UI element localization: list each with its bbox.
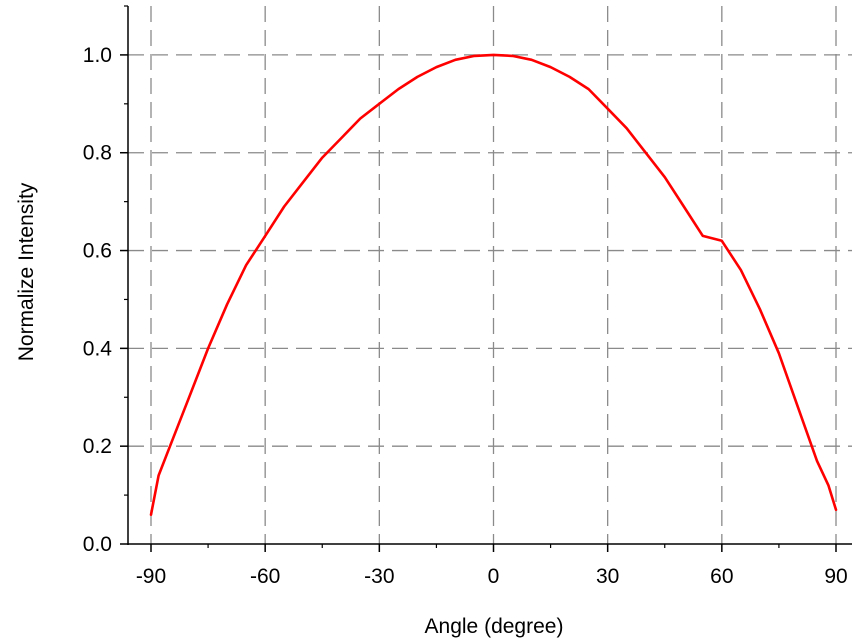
x-axis-title: Angle (degree) <box>425 615 564 638</box>
y-tick-label: 0.0 <box>83 533 112 556</box>
axes-layer <box>120 5 852 552</box>
grid-layer <box>128 6 852 544</box>
data-point <box>740 269 742 271</box>
data-point <box>359 117 361 120</box>
data-point <box>549 66 552 68</box>
data-point <box>683 205 685 208</box>
data-point <box>816 460 818 462</box>
data-point <box>283 205 285 208</box>
y-tick-label: 0.6 <box>83 240 112 263</box>
data-point <box>264 235 266 237</box>
data-point <box>827 484 829 486</box>
data-point <box>188 396 190 398</box>
data-point <box>530 59 533 61</box>
data-point <box>588 88 590 90</box>
data-point <box>340 137 342 139</box>
data-point <box>397 88 399 90</box>
x-tick-label: 90 <box>824 565 847 588</box>
data-point <box>607 108 609 110</box>
y-tick-label: 1.0 <box>83 44 112 67</box>
data-point <box>759 308 761 310</box>
data-point <box>150 514 152 516</box>
data-point <box>702 235 704 237</box>
data-point <box>835 509 837 511</box>
y-tick-label: 0.2 <box>83 435 112 458</box>
data-point <box>473 55 476 57</box>
y-axis-title: Normalize Intensity <box>15 182 38 361</box>
x-tick-label: 30 <box>596 565 619 588</box>
data-point <box>416 76 418 78</box>
x-tick-label: 60 <box>710 565 733 588</box>
x-tick-label: 0 <box>488 565 500 588</box>
data-point <box>645 152 647 154</box>
data-point <box>207 347 209 349</box>
data-point <box>721 240 723 242</box>
data-point <box>226 303 228 305</box>
data-point <box>245 264 247 266</box>
data-point <box>797 406 799 408</box>
data-point <box>664 176 666 178</box>
x-tick-label: -90 <box>136 565 166 588</box>
series-layer <box>149 53 838 517</box>
y-tick-label: 0.8 <box>83 142 112 165</box>
data-point <box>626 127 628 129</box>
x-tick-label: -60 <box>250 565 280 588</box>
data-point <box>158 474 160 477</box>
y-tick-label: 0.4 <box>83 337 113 360</box>
data-point <box>378 103 380 105</box>
data-point <box>302 181 304 183</box>
x-tick-label: -30 <box>364 565 394 588</box>
data-point <box>511 55 514 57</box>
labels-layer: -90 -60 -30 0 30 60 90 0.0 0.2 0.4 0.6 0.8 1.0 <box>83 44 848 588</box>
data-point <box>169 445 171 447</box>
data-point <box>492 54 495 56</box>
data-point <box>435 66 438 68</box>
data-point <box>321 157 323 159</box>
data-point <box>569 76 571 78</box>
data-point <box>778 352 780 354</box>
data-point <box>454 59 457 61</box>
